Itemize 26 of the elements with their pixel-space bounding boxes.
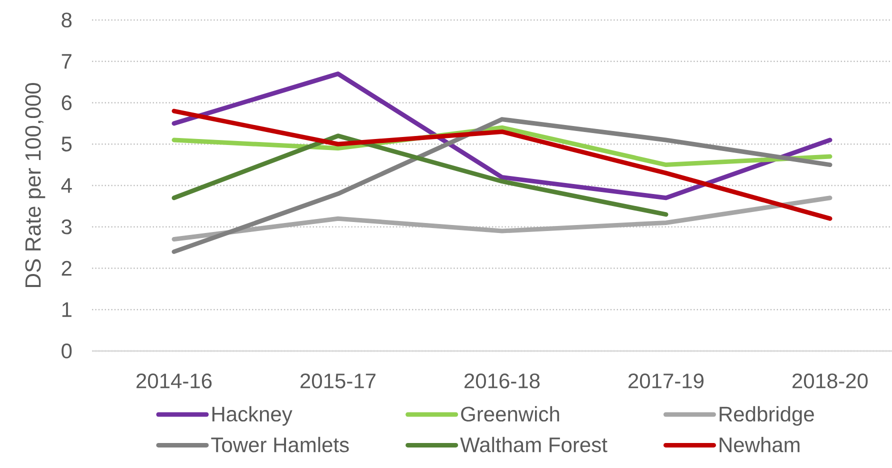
line-series xyxy=(172,117,832,254)
line-series xyxy=(172,108,832,221)
y-tick-label: 1 xyxy=(62,302,72,317)
y-tick-label: 3 xyxy=(62,219,72,234)
legend-label: Tower Hamlets xyxy=(211,436,349,452)
y-tick-label: 4 xyxy=(61,178,72,193)
legend-label: Newham xyxy=(720,436,800,452)
legend-label: Hackney xyxy=(212,406,292,426)
legend-label: Waltham Forest xyxy=(460,436,608,452)
line-series xyxy=(172,72,832,200)
line-series xyxy=(172,134,668,217)
y-tick-label: 5 xyxy=(62,136,72,152)
y-axis-title: DS Rate per 100,000 xyxy=(25,83,46,288)
y-tick-label: 2 xyxy=(62,260,72,276)
y-tick-label: 6 xyxy=(62,95,72,110)
x-tick-label: 2014-16 xyxy=(136,374,212,388)
legend-label: Greenwich xyxy=(461,406,560,422)
line-series xyxy=(172,196,832,242)
x-tick-label: 2017-19 xyxy=(628,374,704,388)
x-tick-label: 2018-20 xyxy=(792,374,868,388)
legend-label: Redbridge xyxy=(720,406,814,426)
y-tick-label: 8 xyxy=(62,12,72,28)
y-tick-label: 7 xyxy=(62,54,72,69)
x-tick-label: 2016-18 xyxy=(464,374,540,388)
x-tick-label: 2015-17 xyxy=(300,374,376,388)
y-tick-label: 0 xyxy=(62,344,72,358)
